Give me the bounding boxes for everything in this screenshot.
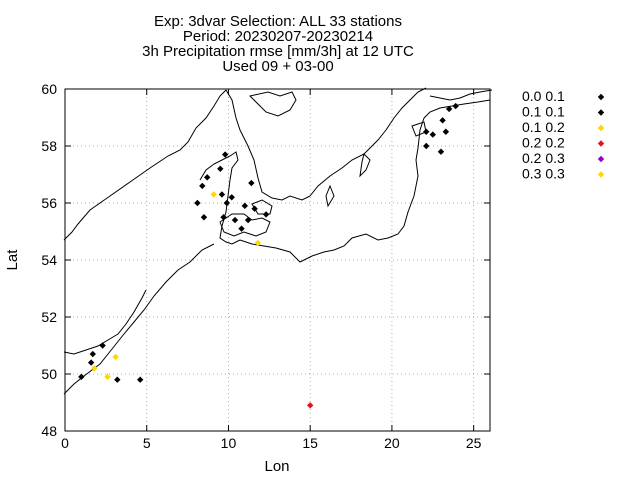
data-point	[221, 151, 229, 158]
data-point	[199, 182, 206, 190]
y-tick-label: 56	[41, 195, 57, 211]
legend-marker	[597, 109, 605, 116]
data-point	[423, 128, 430, 135]
chart-title-line-4: Used 09 + 03-00	[222, 58, 333, 75]
data-point	[218, 191, 226, 198]
legend-entry-label: 0.2 0.3	[522, 150, 565, 166]
y-tick-label: 60	[41, 81, 57, 97]
legend-marker	[597, 140, 605, 147]
y-tick-label: 50	[41, 366, 57, 382]
data-point	[306, 402, 314, 409]
legend-marker	[597, 155, 605, 163]
x-axis-label: Lon	[264, 458, 289, 475]
y-axis-label: Lat	[4, 249, 21, 271]
x-tick-label: 15	[302, 435, 318, 451]
data-point	[87, 359, 95, 366]
data-point	[200, 214, 208, 221]
data-point	[136, 376, 144, 383]
data-point	[194, 199, 201, 207]
axis-ticks: 0 5 10 15 20 25 48 50 52 54 56 58 60	[41, 81, 490, 451]
data-point	[452, 102, 459, 110]
chart-title-line-1: Exp: 3dvar Selection: ALL 33 stations	[154, 13, 402, 30]
data-points	[78, 102, 459, 409]
data-point	[78, 373, 85, 381]
data-point	[262, 211, 270, 218]
y-tick-label: 48	[41, 423, 57, 439]
x-tick-label: 20	[384, 435, 400, 451]
data-point	[210, 191, 217, 198]
data-point	[429, 131, 436, 138]
data-point	[241, 202, 249, 210]
data-point	[112, 353, 119, 361]
coastline-map	[63, 87, 493, 395]
x-tick-label: 25	[466, 435, 482, 451]
data-point	[439, 117, 446, 124]
data-point	[104, 373, 111, 381]
data-point	[238, 225, 245, 232]
data-point	[91, 365, 98, 372]
data-point	[89, 350, 96, 358]
x-tick-label: 0	[61, 435, 69, 451]
data-point	[254, 239, 262, 247]
grid-lines	[65, 89, 490, 431]
data-point	[251, 205, 258, 212]
legend-entry-label: 0.1 0.1	[522, 104, 565, 120]
legend-marker	[597, 171, 605, 178]
legend-entry-label: 0.2 0.2	[522, 135, 565, 151]
data-point	[445, 105, 453, 113]
data-point	[220, 214, 227, 221]
x-tick-label: 5	[143, 435, 151, 451]
data-point	[217, 165, 224, 172]
y-tick-label: 58	[41, 138, 57, 154]
data-point	[442, 128, 450, 135]
legend-entry-label: 0.0 0.1	[522, 88, 565, 104]
data-point	[223, 199, 231, 207]
chart-title-line-2: Period: 20230207-20230214	[183, 28, 373, 45]
data-point	[437, 148, 445, 155]
data-point	[248, 179, 255, 187]
data-point	[228, 194, 235, 201]
legend-marker	[597, 124, 605, 132]
data-point	[114, 376, 121, 383]
x-tick-label: 10	[221, 435, 237, 451]
data-point	[99, 342, 106, 349]
data-point	[231, 216, 239, 224]
y-tick-label: 54	[41, 252, 57, 268]
legend-marker	[597, 93, 605, 101]
legend: 0.0 0.10.1 0.10.1 0.20.2 0.20.2 0.30.3 0…	[522, 88, 605, 182]
data-point	[204, 174, 211, 181]
legend-entry-label: 0.1 0.2	[522, 119, 565, 135]
data-point	[423, 142, 430, 150]
y-tick-label: 52	[41, 309, 57, 325]
legend-entry-label: 0.3 0.3	[522, 166, 565, 182]
data-point	[244, 216, 252, 224]
chart-title-line-3: 3h Precipitation rmse [mm/3h] at 12 UTC	[142, 43, 414, 60]
